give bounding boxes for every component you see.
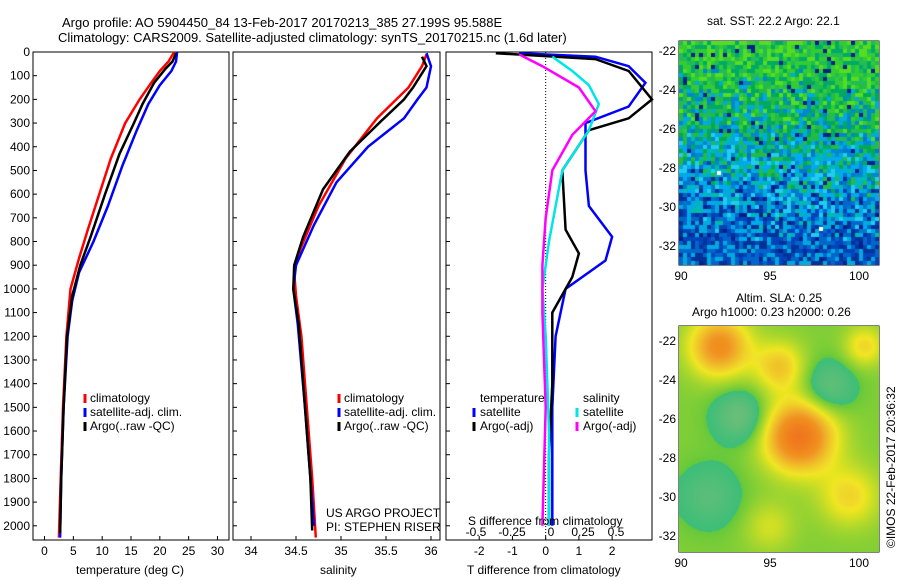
diff-xlabel: T difference from climatology bbox=[467, 563, 621, 577]
temp-legend-sat: satellite-adj. clim. bbox=[90, 405, 183, 419]
temp-xlabel: temperature (deg C) bbox=[76, 563, 185, 577]
sal-legend-sat: satellite-adj. clim. bbox=[344, 405, 437, 419]
y-tick-label: 800 bbox=[10, 235, 30, 249]
x-tick-label: -2 bbox=[474, 544, 485, 558]
series-line-argo-raw-qc- bbox=[58, 52, 178, 533]
diff-legend-sal-title: salinity bbox=[583, 391, 620, 405]
x-tick-label: 2 bbox=[609, 544, 616, 558]
map-y-tick-label: -24 bbox=[659, 373, 677, 387]
header-title: Argo profile: AO 5904450_84 13-Feb-2017 … bbox=[62, 15, 503, 30]
x-tick-label: 1 bbox=[576, 544, 583, 558]
x-tick-label: 30 bbox=[211, 544, 225, 558]
map-y-tick-label: -22 bbox=[659, 44, 677, 58]
x-tick-label: 10 bbox=[95, 544, 109, 558]
y-tick-label: 600 bbox=[10, 187, 30, 201]
y-tick-label: 900 bbox=[10, 258, 30, 272]
y-tick-label: 700 bbox=[10, 211, 30, 225]
map-y-tick-label: -32 bbox=[659, 529, 677, 543]
map-y-tick-label: -24 bbox=[659, 83, 677, 97]
y-tick-label: 200 bbox=[10, 92, 30, 106]
x-tick-label: 35 bbox=[334, 544, 348, 558]
x-tick-label: 20 bbox=[153, 544, 167, 558]
imos-timestamp: ©IMOS 22-Feb-2017 20:36:32 bbox=[884, 386, 898, 548]
sst-heatmap bbox=[679, 41, 879, 265]
series-line-t-argo-adj- bbox=[495, 51, 654, 526]
sst-map-title: sat. SST: 22.2 Argo: 22.1 bbox=[707, 14, 840, 28]
sla-map-title-2: Argo h1000: 0.23 h2000: 0.26 bbox=[692, 305, 851, 319]
temp-legend-clim: climatology bbox=[90, 391, 151, 405]
diff-legend-temp-title: temperature bbox=[480, 391, 545, 405]
y-tick-label: 1800 bbox=[3, 471, 30, 485]
s-tick-label: 0.25 bbox=[571, 525, 595, 539]
project-annotation-2: PI: STEPHEN RISER bbox=[326, 520, 441, 534]
y-tick-label: 1600 bbox=[3, 424, 30, 438]
y-tick-label: 1000 bbox=[3, 282, 30, 296]
series-line-satellite-adj-clim- bbox=[292, 52, 433, 526]
sal-legend-clim: climatology bbox=[344, 391, 405, 405]
x-tick-label: 34 bbox=[244, 544, 258, 558]
map-y-tick-label: -28 bbox=[659, 161, 677, 175]
s-tick-label: -0.25 bbox=[498, 525, 526, 539]
x-tick-label: 5 bbox=[70, 544, 77, 558]
map-y-tick-label: -30 bbox=[659, 490, 677, 504]
x-tick-label: 34.5 bbox=[284, 544, 308, 558]
y-tick-label: 1700 bbox=[3, 448, 30, 462]
x-tick-label: 15 bbox=[124, 544, 138, 558]
x-tick-label: -1 bbox=[507, 544, 518, 558]
y-tick-label: 400 bbox=[10, 140, 30, 154]
map-y-tick-label: -22 bbox=[659, 334, 677, 348]
s-tick-label: 0.5 bbox=[608, 525, 625, 539]
x-tick-label: 0 bbox=[542, 544, 549, 558]
temp-legend-argo: Argo(..raw -QC) bbox=[90, 419, 175, 433]
y-tick-label: 100 bbox=[10, 69, 30, 83]
header-subtitle: Climatology: CARS2009. Satellite-adjuste… bbox=[58, 30, 567, 45]
map-y-tick-label: -30 bbox=[659, 200, 677, 214]
sla-map-title-1: Altim. SLA: 0.25 bbox=[736, 291, 823, 305]
map-x-tick-label: 95 bbox=[763, 269, 777, 283]
map-y-tick-label: -26 bbox=[659, 412, 677, 426]
y-tick-label: 0 bbox=[23, 45, 30, 59]
y-tick-label: 1400 bbox=[3, 377, 30, 391]
plot-frame bbox=[445, 51, 653, 541]
map-x-tick-label: 100 bbox=[849, 269, 869, 283]
y-tick-label: 1500 bbox=[3, 400, 30, 414]
x-tick-label: 25 bbox=[182, 544, 196, 558]
x-tick-label: 0 bbox=[41, 544, 48, 558]
y-tick-label: 1900 bbox=[3, 495, 30, 509]
y-tick-label: 1300 bbox=[3, 353, 30, 367]
y-tick-label: 300 bbox=[10, 116, 30, 130]
map-x-tick-label: 90 bbox=[674, 556, 688, 570]
y-tick-label: 1200 bbox=[3, 329, 30, 343]
diff-legend-s-argo: Argo(-adj) bbox=[583, 419, 637, 433]
series-line-climatology bbox=[292, 53, 428, 538]
series-line-s-satellite bbox=[541, 55, 601, 526]
map-x-tick-label: 95 bbox=[763, 556, 777, 570]
diff-legend-t-sat: satellite bbox=[480, 405, 521, 419]
x-tick-label: 35.5 bbox=[374, 544, 398, 558]
series-line-s-argo-adj- bbox=[518, 53, 598, 526]
series-line-satellite-adj-clim- bbox=[58, 51, 179, 538]
y-tick-label: 500 bbox=[10, 163, 30, 177]
sla-heatmap bbox=[679, 326, 879, 552]
map-x-tick-label: 100 bbox=[849, 556, 869, 570]
map-y-tick-label: -26 bbox=[659, 122, 677, 136]
series-line-climatology bbox=[57, 51, 176, 538]
map-x-tick-label: 90 bbox=[674, 269, 688, 283]
x-tick-label: 36 bbox=[424, 544, 438, 558]
map-y-tick-label: -28 bbox=[659, 451, 677, 465]
map-y-tick-label: -32 bbox=[659, 239, 677, 253]
sal-legend-argo: Argo(..raw -QC) bbox=[344, 419, 429, 433]
diff-legend-s-sat: satellite bbox=[583, 405, 624, 419]
diff-top-label: S difference from climatology bbox=[468, 514, 623, 528]
sal-xlabel: salinity bbox=[320, 563, 357, 577]
y-tick-label: 2000 bbox=[3, 519, 30, 533]
diff-legend-t-argo: Argo(-adj) bbox=[480, 419, 534, 433]
project-annotation-1: US ARGO PROJECT bbox=[326, 506, 441, 520]
y-tick-label: 1100 bbox=[4, 306, 30, 320]
plot-frame bbox=[232, 51, 441, 541]
series-line-argo-raw-qc- bbox=[292, 56, 428, 531]
s-tick-label: 0 bbox=[548, 525, 555, 539]
s-tick-label: -0.5 bbox=[466, 525, 487, 539]
